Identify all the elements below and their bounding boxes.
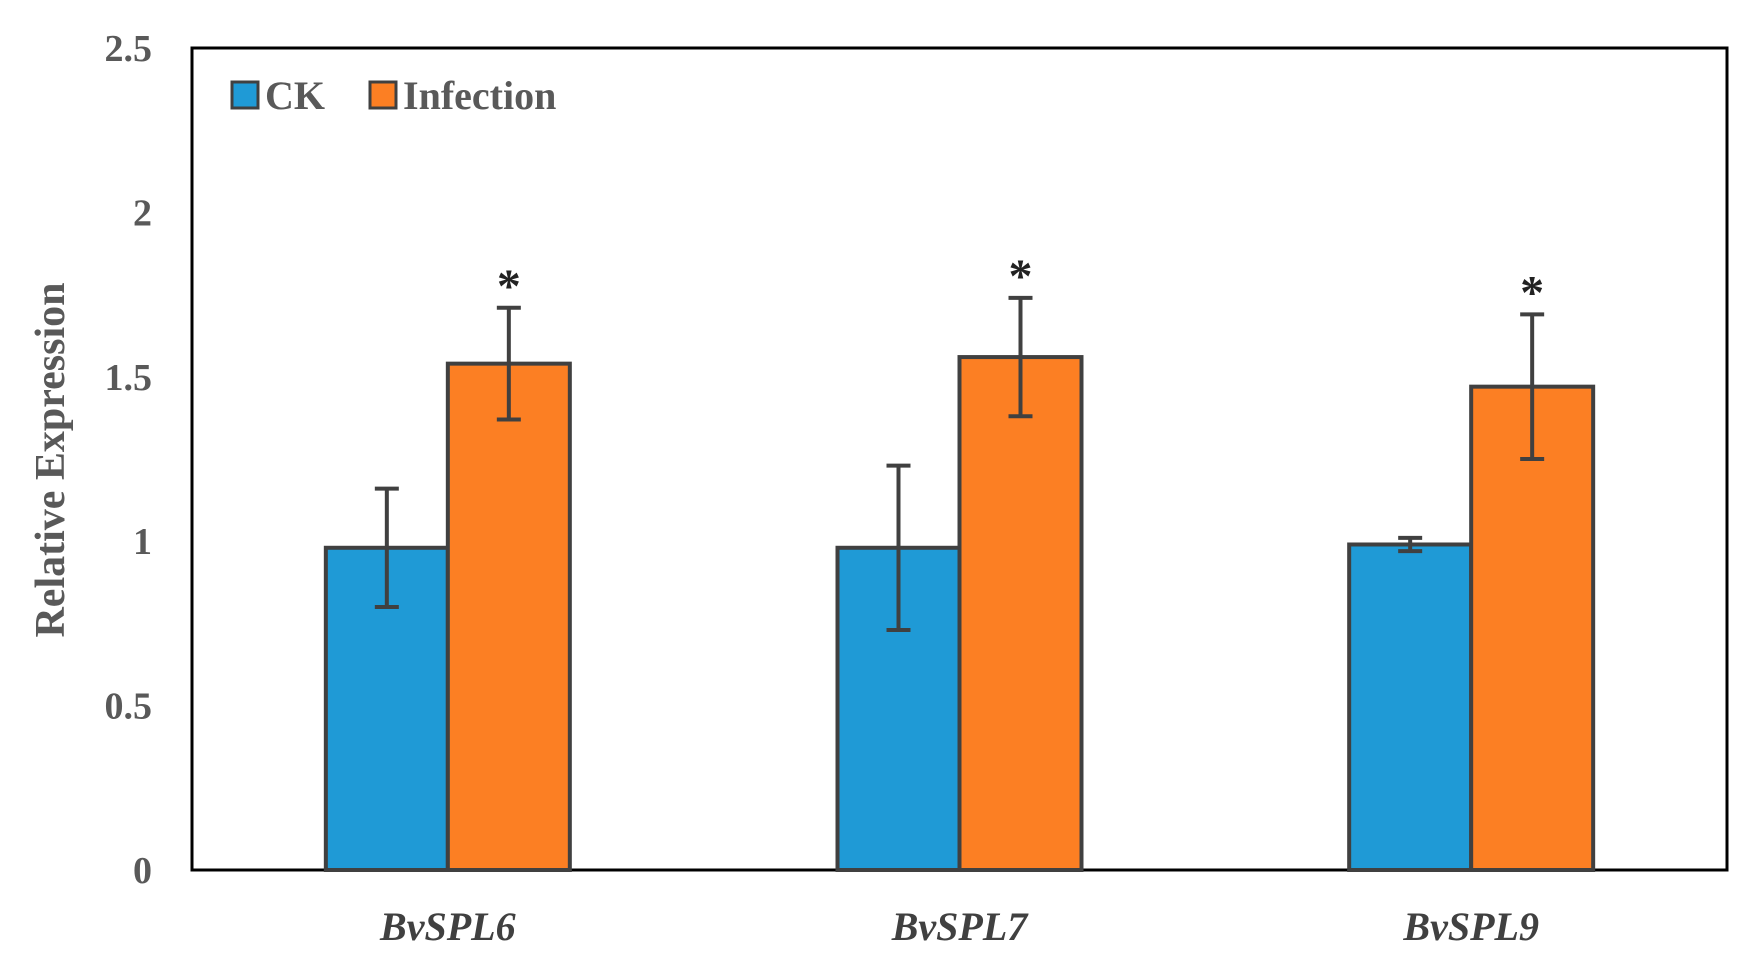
y-axis-ticks: 0 0.5 1 1.5 2 2.5	[105, 28, 153, 892]
y-tick-label: 1.5	[105, 357, 153, 399]
significance-marker: *	[1009, 250, 1033, 303]
bar-infection-bvspl7	[957, 355, 1084, 872]
y-tick-label: 2.5	[105, 28, 153, 70]
y-tick-label: 1	[133, 521, 152, 563]
legend-label-infection: Infection	[403, 73, 556, 118]
x-tick-label: BvSPL7	[891, 904, 1030, 949]
y-tick-label: 0.5	[105, 686, 153, 728]
y-axis-title: Relative Expression	[28, 282, 74, 637]
x-tick-label: BvSPL9	[1402, 904, 1539, 949]
bar-ck-bvspl9	[1347, 542, 1474, 872]
legend-label-ck: CK	[265, 73, 325, 118]
legend: CK Infection	[230, 73, 556, 118]
y-tick-label: 2	[133, 192, 152, 234]
bar-infection-bvspl6	[445, 361, 572, 872]
y-tick-label: 0	[133, 850, 152, 892]
bar-infection-bvspl9	[1469, 384, 1596, 872]
x-axis-labels: BvSPL6 BvSPL7 BvSPL9	[379, 904, 1539, 949]
bars-group: * * *	[323, 250, 1596, 872]
significance-marker: *	[497, 260, 521, 313]
legend-swatch-ck	[230, 80, 260, 110]
legend-swatch-infection	[368, 80, 398, 110]
significance-marker: *	[1520, 266, 1544, 319]
x-tick-label: BvSPL6	[379, 904, 516, 949]
